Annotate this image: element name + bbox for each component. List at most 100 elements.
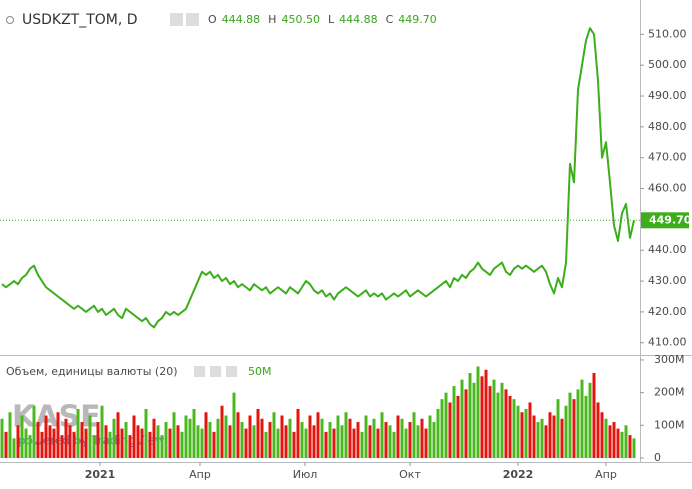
volume-bar (28, 435, 32, 458)
volume-bar (548, 412, 552, 458)
volume-bar (560, 418, 564, 458)
volume-bar (376, 428, 380, 458)
volume-bar (56, 412, 60, 458)
volume-bar (424, 428, 428, 458)
y-tick-label: 510.00 (648, 27, 687, 40)
volume-bar (188, 418, 192, 458)
volume-bar (552, 415, 556, 458)
volume-bar (604, 418, 608, 458)
volume-bar (164, 422, 168, 458)
y-tick-label: 470.00 (648, 151, 687, 164)
ohlc-value: 444.88 (222, 13, 261, 26)
volume-bar (216, 418, 220, 458)
volume-bar (16, 425, 20, 458)
vol-settings-icon[interactable] (210, 366, 221, 377)
y2-tick-label: 0 (654, 451, 661, 464)
volume-bar (324, 431, 328, 458)
volume-bar (332, 428, 336, 458)
volume-bar (280, 415, 284, 458)
y-tick-label: 480.00 (648, 120, 687, 133)
volume-bar (488, 386, 492, 458)
y2-tick-label: 200M (654, 386, 685, 399)
volume-bar (596, 402, 600, 458)
volume-bar (128, 435, 132, 458)
ohlc-value: 444.88 (339, 13, 378, 26)
volume-bar (252, 425, 256, 458)
price-line (1, 27, 635, 329)
volume-bar (372, 418, 376, 458)
volume-bar (32, 405, 36, 458)
volume-bar (76, 408, 80, 458)
header-bg (0, 8, 420, 32)
x-tick-label: Июл (293, 468, 318, 481)
volume-bar (616, 428, 620, 458)
volume-bar (152, 418, 156, 458)
volume-bar (112, 418, 116, 458)
volume-bar (272, 412, 276, 458)
collapse-icon[interactable] (6, 16, 14, 24)
volume-bar (300, 422, 304, 458)
volume-bar (208, 422, 212, 458)
x-tick-label: Окт (399, 468, 421, 481)
volume-bar (568, 392, 572, 458)
volume-bar (292, 431, 296, 458)
volume-bar (412, 412, 416, 458)
volume-bar (588, 382, 592, 458)
volume-bar (8, 412, 12, 458)
volume-bar (572, 399, 576, 458)
volume-bar (532, 415, 536, 458)
volume-bar (248, 415, 252, 458)
volume-bar (400, 418, 404, 458)
volume-bar (176, 425, 180, 458)
settings-icon[interactable] (186, 13, 199, 26)
volume-bar (232, 392, 236, 458)
volume-title: Объем, единицы валюты (20) (6, 365, 178, 378)
x-tick-label: 2021 (85, 468, 116, 481)
vol-close-icon[interactable] (226, 366, 237, 377)
volume-bar (460, 379, 464, 458)
volume-bar (360, 431, 364, 458)
volume-bar (168, 428, 172, 458)
volume-bar (356, 422, 360, 458)
volume-bar (384, 422, 388, 458)
volume-bar (464, 389, 468, 458)
volume-bar (36, 422, 40, 458)
volume-bar (108, 431, 112, 458)
volume-bar (24, 428, 28, 458)
volume-bar (520, 412, 524, 458)
volume-bar (392, 431, 396, 458)
volume-bar (380, 412, 384, 458)
volume-bar (240, 422, 244, 458)
volume-bar (160, 435, 164, 458)
volume-bar (564, 405, 568, 458)
y-tick-label: 420.00 (648, 305, 687, 318)
volume-bar (120, 428, 124, 458)
vol-eye-icon[interactable] (194, 366, 205, 377)
volume-bar (288, 418, 292, 458)
volume-bar (364, 415, 368, 458)
volume-bar (320, 418, 324, 458)
volume-bar (40, 431, 44, 458)
volume-bar (444, 392, 448, 458)
volume-bar (100, 405, 104, 458)
volume-bar (196, 425, 200, 458)
volume-bar (72, 431, 76, 458)
volume-bar (44, 415, 48, 458)
volume-bar (104, 425, 108, 458)
volume-bar (628, 435, 632, 458)
volume-bar (116, 412, 120, 458)
volume-bar (592, 373, 596, 458)
last-price-label: 449.70 (649, 213, 692, 226)
volume-bar (228, 425, 232, 458)
eye-icon[interactable] (170, 13, 183, 26)
volume-bar (368, 425, 372, 458)
volume-bar (4, 431, 8, 458)
y-tick-label: 440.00 (648, 243, 687, 256)
volume-bar (344, 412, 348, 458)
ohlc-legend: O 444.88 H 450.50 L 444.88 C 449.70 (208, 13, 437, 26)
volume-bar (576, 389, 580, 458)
ohlc-name: H (268, 13, 276, 26)
volume-bar (348, 418, 352, 458)
volume-bar (340, 425, 344, 458)
